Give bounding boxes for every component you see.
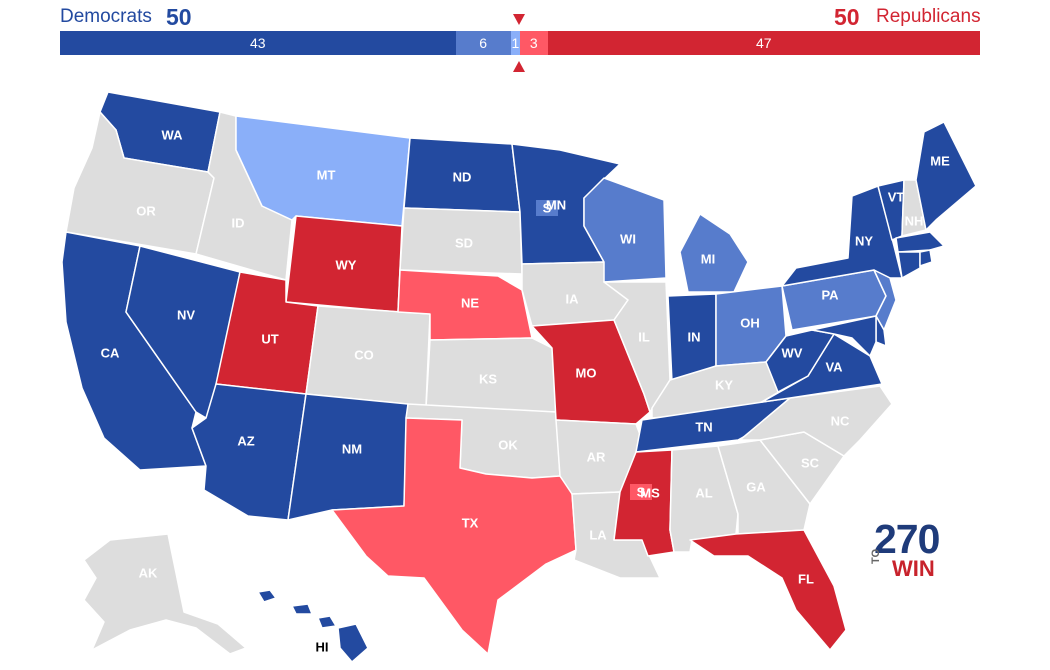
special-label-mn: S (543, 200, 552, 215)
state-label-mt: MT (317, 167, 336, 182)
state-label-ne: NE (461, 295, 479, 310)
state-label-wy: WY (336, 257, 357, 272)
state-label-ga: GA (746, 479, 766, 494)
state-label-al: AL (695, 485, 712, 500)
state-label-ar: AR (587, 449, 606, 464)
state-label-nd: ND (453, 169, 472, 184)
state-label-ky: KY (715, 377, 733, 392)
state-label-sd: SD (455, 235, 473, 250)
rep-seat-total: 50 (834, 4, 860, 30)
state-tx[interactable] (331, 417, 577, 655)
majority-marker-bottom-icon (513, 61, 525, 72)
state-label-oh: OH (740, 315, 760, 330)
state-label-nh: NH (905, 213, 924, 228)
state-label-nc: NC (831, 413, 850, 428)
state-label-il: IL (638, 329, 650, 344)
state-label-id: ID (232, 215, 245, 230)
bar-segment-likely-dem: 6 (455, 31, 511, 55)
bar-segment-lean-dem: 1 (510, 31, 520, 55)
state-label-ks: KS (479, 371, 497, 386)
state-label-ok: OK (498, 437, 518, 452)
state-label-vt: VT (888, 189, 905, 204)
state-ct[interactable] (897, 251, 921, 279)
state-label-co: CO (354, 347, 374, 362)
state-label-or: OR (136, 203, 156, 218)
special-election-mn-marker[interactable] (536, 200, 558, 216)
special-label-ms: S (637, 484, 646, 499)
state-label-nm: NM (342, 441, 362, 456)
state-label-la: LA (589, 527, 607, 542)
state-label-wi: WI (620, 231, 636, 246)
state-il[interactable] (603, 281, 671, 413)
state-fl[interactable] (689, 529, 847, 651)
state-label-tx: TX (462, 515, 479, 530)
state-label-ca: CA (101, 345, 120, 360)
state-label-pa: PA (821, 287, 839, 302)
state-label-va: VA (825, 359, 843, 374)
majority-marker-top-icon (513, 14, 525, 25)
state-hi[interactable] (257, 589, 369, 663)
state-label-in: IN (688, 329, 701, 344)
bar-segment-solid-rep: 47 (547, 31, 980, 55)
state-label-ms: MS (640, 485, 660, 500)
state-label-az: AZ (237, 433, 254, 448)
state-ri[interactable] (919, 249, 933, 267)
state-ma[interactable] (895, 231, 945, 253)
state-label-mi: MI (701, 251, 715, 266)
state-label-nv: NV (177, 307, 195, 322)
state-label-wv: WV (782, 345, 803, 360)
state-nm[interactable] (287, 393, 409, 521)
state-ak[interactable] (83, 533, 247, 655)
seat-balance-bar: 43 6 1 3 47 (60, 31, 980, 55)
state-label-fl: FL (798, 571, 814, 586)
state-md[interactable] (811, 315, 877, 357)
bar-segment-lean-rep: 3 (520, 31, 548, 55)
bar-segment-solid-dem: 43 (60, 31, 456, 55)
state-ny[interactable] (781, 185, 903, 287)
special-election-ms-marker[interactable] (630, 484, 652, 500)
state-wi[interactable] (583, 177, 667, 283)
rep-label: Republicans (876, 6, 981, 27)
state-label-wa: WA (162, 127, 184, 142)
state-label-mo: MO (576, 365, 597, 380)
state-label-ak: AK (139, 565, 158, 580)
state-label-mn: MN (546, 197, 566, 212)
270towin-logo[interactable]: 270 TO WIN (870, 516, 940, 581)
state-label-ny: NY (855, 233, 873, 248)
state-label-ut: UT (261, 331, 278, 346)
state-label-me: ME (930, 153, 950, 168)
state-label-hi: HI (316, 639, 329, 654)
dem-label: Democrats (60, 6, 152, 27)
dem-seat-total: 50 (166, 4, 192, 30)
state-me[interactable] (915, 121, 977, 231)
state-label-sc: SC (801, 455, 820, 470)
state-label-tn: TN (695, 419, 712, 434)
state-label-ia: IA (566, 291, 580, 306)
